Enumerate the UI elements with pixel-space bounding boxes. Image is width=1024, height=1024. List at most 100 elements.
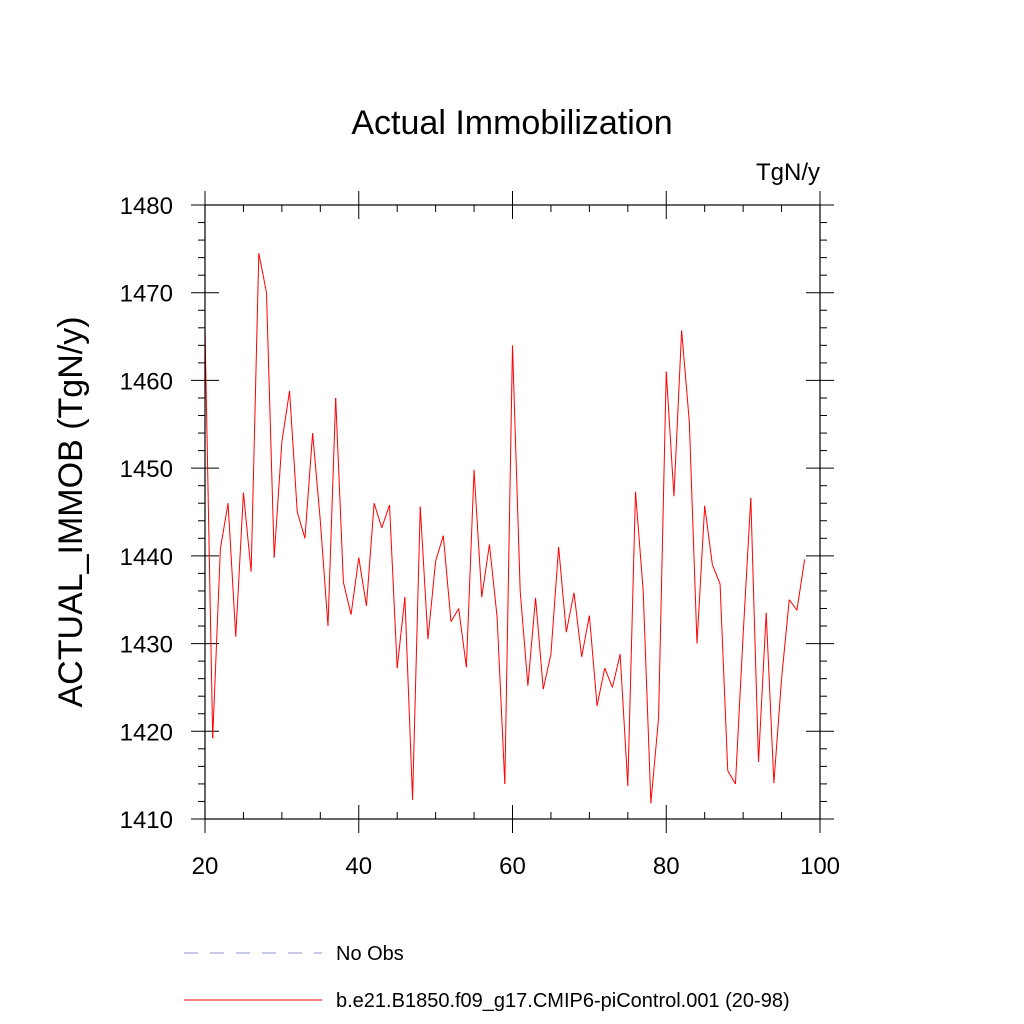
series-line-segment [373, 503, 383, 528]
series-line-segment [658, 371, 667, 719]
series-line-segment [419, 506, 429, 640]
series-line-segment [412, 506, 421, 800]
series-line-segment [488, 544, 498, 618]
series-line-segment [350, 557, 360, 615]
y-tick-label: 1460 [120, 368, 173, 395]
series-line-segment [727, 770, 736, 785]
series-line-segment [542, 653, 552, 690]
series-line-segment [273, 441, 283, 558]
legend-series-label: b.e21.B1850.f09_g17.CMIP6-piControl.001 … [336, 990, 790, 1012]
series-line-segment [650, 718, 660, 804]
series-line-segment [588, 615, 598, 706]
series-line-segment [550, 547, 560, 655]
chart-title: Actual Immobilization [351, 104, 672, 142]
series-line-segment [558, 547, 567, 633]
series-line-segment [296, 511, 306, 539]
series-line-segment [635, 491, 644, 591]
tick-labels: 20 40 60 80 100 1410 1420 1430 1440 1450 1460 1470 1… [120, 193, 840, 880]
x-tick-label: 100 [800, 853, 840, 880]
plot-frame [204, 204, 821, 820]
series-line-segment [358, 557, 367, 606]
legend-no-obs-label: No Obs [336, 943, 404, 965]
series-line-segment [204, 327, 214, 739]
series-line-segment [688, 421, 698, 644]
series-line-segment [604, 667, 613, 688]
series-line-segment [734, 634, 744, 784]
series-line-segment [512, 345, 521, 591]
series-line-segment [219, 503, 229, 549]
series-line-segment [250, 253, 260, 572]
series-line-segment [258, 253, 267, 293]
series-line-segment [504, 345, 513, 784]
series-line-segment [619, 654, 629, 786]
series-line-segment [281, 390, 291, 442]
series-line-segment [242, 492, 252, 572]
series-line-segment [266, 292, 275, 558]
series-line-segment [389, 504, 398, 669]
y-tick-label: 1470 [120, 281, 173, 308]
series-line-segment [442, 535, 452, 622]
x-tick-label: 40 [345, 853, 372, 880]
series-line-segment [627, 491, 636, 786]
series-line-segment [665, 371, 675, 497]
series-line-segment [704, 505, 713, 565]
series-line-segment [711, 564, 721, 585]
series-line-segment [481, 544, 490, 598]
y-tick-label: 1420 [120, 719, 173, 746]
series-line-segment [535, 597, 544, 690]
units-label: TgN/y [756, 159, 820, 186]
series-line-segment [788, 599, 798, 611]
series-line-segment [496, 617, 506, 784]
series-line-segment [796, 559, 806, 611]
series-line-segment [212, 548, 221, 739]
y-tick-label: 1410 [120, 807, 173, 834]
series-line-segment [227, 503, 237, 637]
series-line-segment [581, 615, 590, 657]
series-line-segment [765, 612, 775, 784]
series-line-segment [335, 397, 344, 583]
series-layer [204, 253, 806, 804]
series-line-segment [458, 608, 467, 668]
x-tick-label: 80 [653, 853, 680, 880]
series-line-segment [611, 653, 621, 688]
x-tick-label: 20 [192, 853, 219, 880]
series-line-segment [781, 599, 790, 679]
series-line-segment [742, 497, 752, 635]
y-axis-label: ACTUAL_IMMOB (TgN/y) [52, 316, 90, 707]
series-line-segment [319, 520, 329, 627]
axis-ticks [191, 191, 834, 833]
series-line-segment [404, 597, 414, 800]
series-line-segment [289, 390, 298, 513]
series-line-segment [465, 469, 475, 668]
y-tick-label: 1440 [120, 544, 173, 571]
series-line-segment [750, 497, 759, 763]
series-line-segment [642, 590, 652, 804]
series-line-segment [450, 608, 460, 622]
legend: No Obs b.e21.B1850.f09_g17.CMIP6-piContr… [184, 943, 790, 1012]
series-line-segment [596, 668, 606, 706]
y-tick-label: 1480 [120, 193, 173, 220]
series-line-segment [758, 612, 767, 763]
series-line-segment [565, 592, 575, 633]
series-line-segment [365, 503, 375, 606]
series-line-segment [235, 492, 244, 637]
series-line-segment [327, 397, 337, 627]
series-line-segment [427, 561, 437, 640]
y-tick-label: 1450 [120, 456, 173, 483]
y-tick-label: 1430 [120, 632, 173, 659]
series-line-segment [573, 592, 583, 657]
series-line-segment [696, 505, 706, 644]
series-line-segment [312, 433, 321, 521]
series-line-segment [342, 582, 352, 615]
series-line-segment [304, 433, 314, 539]
series-line-segment [473, 469, 483, 598]
series-line-segment [396, 597, 406, 669]
series-line-segment [681, 330, 690, 422]
series-line-segment [381, 504, 390, 528]
series-line-segment [519, 590, 529, 686]
series-line-segment [435, 535, 444, 562]
x-tick-label: 60 [499, 853, 526, 880]
series-line-segment [527, 597, 537, 686]
series-line-segment [719, 583, 729, 771]
